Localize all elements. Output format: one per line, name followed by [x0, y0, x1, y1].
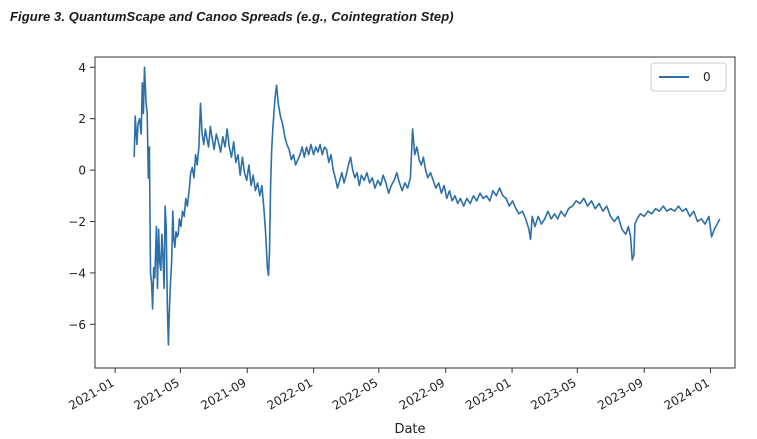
y-tick-label: 0 — [78, 164, 86, 178]
x-tick-label: 2022-09 — [397, 375, 447, 412]
x-tick-label: 2023-05 — [528, 375, 578, 412]
x-tick-label: 2023-01 — [463, 375, 513, 412]
x-tick-label: 2021-01 — [66, 375, 116, 412]
y-tick-label: 2 — [78, 112, 86, 126]
y-axis: 4 2 0 −2 −4 −6 — [68, 61, 95, 332]
figure-caption: Figure 3. QuantumScape and Canoo Spreads… — [10, 9, 454, 24]
x-axis: 2021-01 2021-05 2021-09 2022-01 2022-05 2022-… — [66, 368, 712, 413]
y-tick-label: −6 — [68, 318, 86, 332]
x-tick-label: 2022-01 — [265, 375, 315, 412]
plot-area — [94, 56, 736, 369]
legend: 0 — [650, 62, 727, 92]
series-line — [133, 66, 721, 346]
x-tick-label: 2022-05 — [330, 375, 380, 412]
x-tick-label: 2021-09 — [198, 375, 248, 412]
y-tick-label: −2 — [68, 215, 86, 229]
legend-label: 0 — [703, 70, 711, 84]
x-axis-title: Date — [394, 422, 425, 437]
x-tick-label: 2023-09 — [595, 375, 645, 412]
series-layer — [133, 66, 721, 346]
x-tick-label: 2024-01 — [662, 375, 712, 412]
y-tick-label: 4 — [78, 61, 86, 75]
y-tick-label: −4 — [68, 266, 86, 280]
x-tick-label: 2021-05 — [131, 375, 181, 412]
